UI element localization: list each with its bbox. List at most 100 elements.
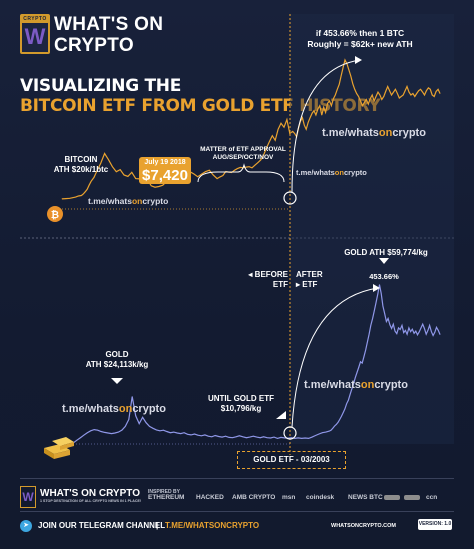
gold-ath-label: GOLD ATH $59,774/kg [344,248,428,257]
sponsor-logo-7 [384,495,400,500]
btc-series-point [162,184,164,186]
btc-series-point [104,153,105,154]
btc-series-point [286,119,288,120]
btc-series-point [342,67,344,68]
watermark-btc-mid: on [131,196,143,206]
btc-series-point [277,128,279,130]
gold-first-ath-label: GOLD ATH $24,113k/kg [85,350,149,369]
btc-series-point [307,121,309,123]
btc-series-point [321,114,323,116]
btc-series-point [269,141,270,143]
btc-series-point [280,122,282,124]
gold-series-point [118,431,119,433]
gold-series-point [328,430,330,432]
btc-series-point [369,98,371,100]
telegram-icon[interactable]: ➤ [20,520,32,532]
gold-series-point [330,429,332,431]
gold-series-point [235,436,237,438]
gold-etf-date-box: GOLD ETF - 03/2003 [237,451,346,469]
btc-etf-marker [283,191,297,205]
btc-series-point [364,102,365,103]
btc-series-point [216,178,218,180]
btc-series-point [418,90,420,92]
website-link[interactable]: WHATSONCRYPTO.COM [331,523,396,529]
gold-series-point [173,431,175,433]
btc-series-point [420,88,421,90]
btc-series-point [391,94,392,96]
gold-series-point [367,341,368,343]
btc-series-point [416,93,418,94]
btc-series-point [336,88,338,90]
gold-series-point [439,334,441,335]
gold-series-point [163,429,164,431]
btc-series-point [365,99,367,100]
btc-series-point [239,167,241,168]
btc-series-point [212,174,214,176]
btc-series-point [426,90,427,92]
gold-series-point [284,437,285,439]
gold-series-point [246,437,247,439]
gold-series-point [156,429,157,431]
gold-series-point [249,436,251,438]
btc-series-point [84,191,86,193]
btc-series-point [271,135,273,137]
btc-series-point [292,131,294,132]
gold-series-point [377,293,379,295]
version-badge: VERSION: 1.0 [418,519,452,530]
gold-series-point [436,326,437,328]
gold-series-point [232,437,233,439]
btc-series-point [274,139,276,141]
gold-series-point [142,416,144,418]
gold-series-point [396,333,398,334]
gold-series-point [418,331,420,333]
btc-series-point [115,171,117,173]
gold-series-point [358,367,360,368]
btc-series-point [127,176,129,177]
footer-brand: WHAT'S ON CRYPTO [40,488,140,499]
sponsor-coindesk: coindesk [306,494,335,501]
telegram-link[interactable]: T.ME/WHATSONCRYPTO [165,521,260,530]
gold-series-point [201,435,202,437]
btc-series-point [429,88,431,90]
gold-series-point [342,412,344,413]
gold-series-point [375,302,377,304]
watermark-gold-left-suffix: crypto [132,403,166,415]
btc-series-point [360,100,361,102]
gold-series-point [100,431,102,432]
sponsor-msn: msn [282,494,296,501]
gold-series-point [392,323,394,325]
btc-series-point [254,164,256,166]
watermark-gold-left-prefix: t.me/whats [62,403,119,415]
gold-series-point [204,434,206,436]
logo-label: CRYPTO [22,16,48,23]
gold-series-point [394,330,396,332]
btc-series-point [323,106,325,108]
btc-series-point [266,147,267,149]
btc-series-point [381,99,383,100]
gold-series-point [322,432,323,434]
btc-series-point [398,97,400,99]
gold-growth-arrow [291,287,379,428]
gold-series-point [145,422,147,424]
btc-series-point [422,91,423,93]
gold-growth-percent: 453.66% [369,272,399,281]
gold-series-point [405,330,406,331]
gold-series-point [149,426,150,427]
btc-series-point [313,110,315,112]
btc-series-point [302,117,303,119]
btc-series-point [437,88,439,90]
btc-series-point [325,112,326,113]
btc-series-point [93,177,95,178]
btc-series-point [96,170,98,172]
gold-series-point [399,329,401,330]
watermark-btc-suffix: crypto [142,196,169,206]
gold-series-point [325,431,327,433]
gold-series-point [420,327,422,329]
watermark-gold-right: t.me/whatsoncrypto [304,379,408,391]
btc-series-point [309,117,311,119]
btc-projection-arrow [291,59,361,193]
gold-series-point [242,436,244,438]
btc-series-point [248,166,250,168]
watermark-btc: t.me/whatsoncrypto [88,196,168,206]
